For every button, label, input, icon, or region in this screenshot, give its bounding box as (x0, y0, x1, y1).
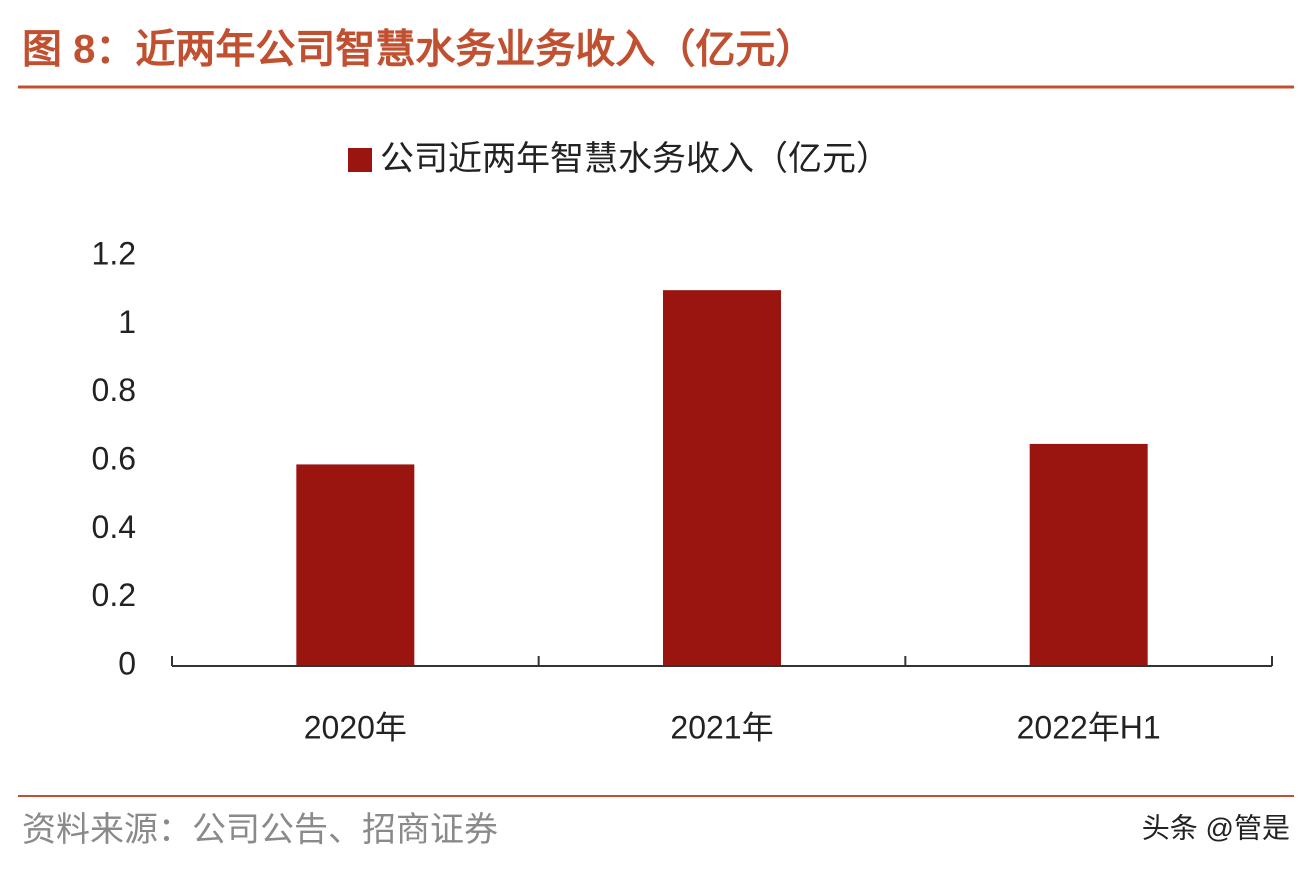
y-tick-label: 1.2 (92, 235, 136, 271)
y-tick-label: 0.4 (92, 509, 136, 545)
y-tick-label: 0.8 (92, 372, 136, 408)
y-tick-label: 1 (118, 304, 136, 340)
x-tick-label: 2022年H1 (1017, 709, 1161, 745)
x-tick-label: 2021年 (670, 709, 773, 745)
x-tick-label: 2020年 (304, 709, 407, 745)
bar (1029, 443, 1148, 666)
y-tick-label: 0.2 (92, 577, 136, 613)
watermark: 头条 @管是 (1142, 812, 1290, 843)
y-tick-label: 0 (118, 645, 136, 681)
legend-swatch (348, 148, 372, 172)
legend-label: 公司近两年智慧水务收入（亿元） (380, 140, 890, 178)
source: 资料来源：公司公告、招商证券 (22, 811, 498, 849)
bar (296, 464, 415, 666)
bar (663, 290, 781, 666)
chart-title: 图 8：近两年公司智慧水务业务收入（亿元） (22, 28, 815, 72)
y-tick-label: 0.6 (92, 440, 136, 476)
